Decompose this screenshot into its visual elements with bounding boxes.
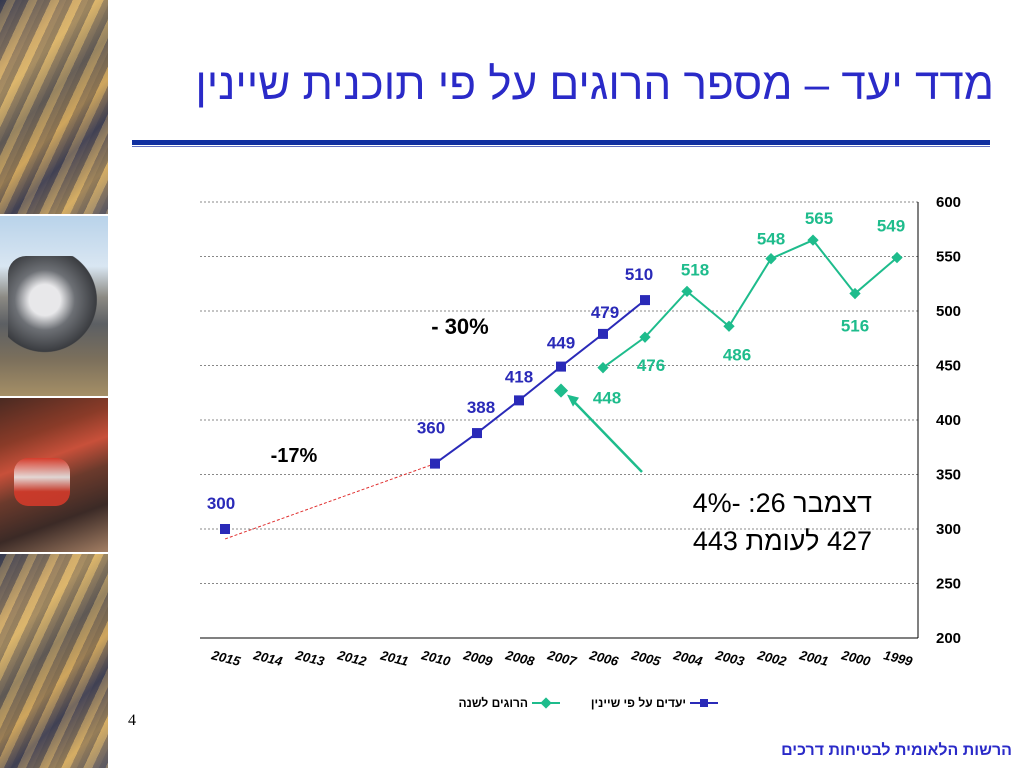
target-data-label: 388 xyxy=(467,398,495,417)
actual-data-label: 548 xyxy=(757,230,785,249)
x-tick-label: 2001 xyxy=(797,647,830,669)
minus-17-percent-label: -17% xyxy=(271,445,318,467)
x-tick-label: 1999 xyxy=(882,647,914,669)
target-point xyxy=(640,295,650,306)
minus-30-percent-label: - 30% xyxy=(431,314,488,339)
target-point xyxy=(220,524,230,534)
x-tick-label: 2012 xyxy=(335,647,368,669)
target-data-label: 449 xyxy=(547,334,575,353)
x-tick-label: 2013 xyxy=(293,647,326,669)
chart-legend: הרוגים לשנה יעדים על פי שיינין xyxy=(420,694,740,714)
target-point xyxy=(430,458,440,469)
actual-point xyxy=(807,234,819,246)
legend-diamond-icon xyxy=(532,697,560,709)
footer-organization: הרשות הלאומית לבטיחות דרכים xyxy=(781,742,1012,759)
x-tick-label: 2010 xyxy=(419,647,452,669)
x-tick-label: 2014 xyxy=(251,647,284,669)
x-tick-label: 2007 xyxy=(545,647,578,669)
y-tick-label: 350 xyxy=(936,467,961,484)
actual-point xyxy=(849,287,861,300)
series-line xyxy=(602,238,898,369)
actual-point xyxy=(639,331,651,343)
actual-point xyxy=(681,285,693,298)
y-tick-label: 550 xyxy=(936,249,961,266)
target-point xyxy=(514,395,524,406)
title-underline-thin xyxy=(132,146,990,147)
page-number: 4 xyxy=(128,712,136,729)
x-tick-label: 2009 xyxy=(461,647,494,669)
december-note-line1: דצמבר 26: -4% xyxy=(692,488,872,518)
target-data-label: 479 xyxy=(591,303,619,322)
target-data-label: 510 xyxy=(625,265,653,284)
target-data-label: 360 xyxy=(417,419,445,438)
actual-data-label: 516 xyxy=(841,317,869,336)
legend-item-target: יעדים על פי שיינין xyxy=(591,696,718,710)
y-tick-label: 200 xyxy=(936,630,961,647)
annotation-arrowhead xyxy=(567,394,579,407)
y-tick-label: 500 xyxy=(936,303,961,320)
target-point xyxy=(598,328,608,339)
annotation-arrow xyxy=(570,397,643,473)
trend-line xyxy=(224,463,436,540)
x-tick-label: 2011 xyxy=(378,647,410,669)
actual-data-label: 549 xyxy=(877,217,905,236)
actual-point xyxy=(765,253,777,265)
actual-data-label: 486 xyxy=(723,345,751,364)
legend-label-actual: הרוגים לשנה xyxy=(458,696,528,710)
y-tick-label: 400 xyxy=(936,412,961,429)
actual-data-label: 448 xyxy=(593,389,621,408)
title-underline xyxy=(132,140,990,145)
x-tick-label: 2006 xyxy=(587,647,620,669)
y-tick-label: 600 xyxy=(936,194,961,211)
y-tick-label: 300 xyxy=(936,521,961,538)
target-data-label: 418 xyxy=(505,367,533,386)
x-tick-label: 2005 xyxy=(629,647,662,669)
x-tick-label: 2003 xyxy=(713,647,746,669)
actual-data-label: 565 xyxy=(805,209,833,228)
target-data-label: 300 xyxy=(207,494,235,513)
y-tick-label: 250 xyxy=(936,576,961,593)
actual-data-label: 476 xyxy=(637,356,665,375)
december-point xyxy=(553,383,569,398)
slide-title: מדד יעד – מספר הרוגים על פי תוכנית שייני… xyxy=(195,60,994,109)
legend-label-target: יעדים על פי שיינין xyxy=(590,696,686,710)
rescue-scene-photo xyxy=(0,398,108,552)
actual-point xyxy=(597,362,609,374)
legend-square-icon xyxy=(690,697,718,709)
actual-data-label: 518 xyxy=(681,260,709,279)
target-point xyxy=(556,361,566,372)
x-tick-label: 2000 xyxy=(839,647,872,669)
legend-item-actual: הרוגים לשנה xyxy=(459,696,560,710)
car-crash-photo xyxy=(0,216,108,396)
x-tick-label: 2004 xyxy=(671,647,704,669)
actual-point xyxy=(723,320,735,332)
actual-point xyxy=(891,251,903,264)
target-point xyxy=(472,428,482,439)
december-note: דצמבר 26: -4% 427 לעומת 443 xyxy=(640,484,872,560)
x-tick-label: 2002 xyxy=(755,647,788,669)
series-line xyxy=(434,299,646,465)
road-traffic-photo-top xyxy=(0,0,108,214)
y-tick-label: 450 xyxy=(936,358,961,375)
x-tick-label: 2008 xyxy=(503,647,536,669)
x-tick-label: 2015 xyxy=(209,647,242,669)
december-note-line2: 427 לעומת 443 xyxy=(692,526,872,556)
road-traffic-photo-bottom xyxy=(0,554,108,768)
